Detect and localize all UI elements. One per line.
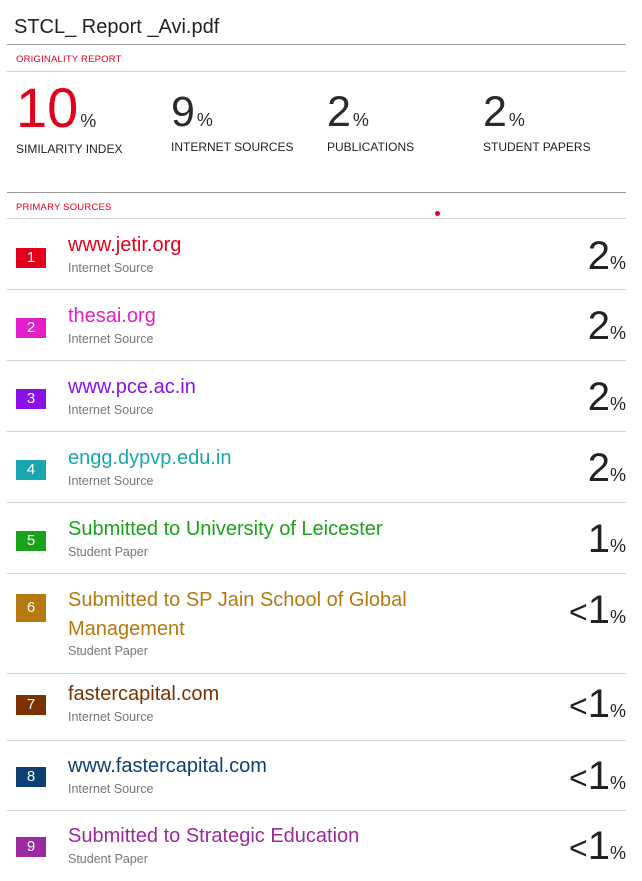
stat-similarity-index: 10% SIMILARITY INDEX [16, 80, 123, 157]
row-divider [7, 502, 626, 503]
similarity-index-unit: % [80, 111, 97, 131]
source-percentage: 2% [587, 446, 626, 490]
source-row: 9 Submitted to Strategic Education Stude… [0, 811, 642, 881]
source-rank-badge: 8 [16, 767, 46, 787]
source-row: 3 www.pce.ac.in Internet Source 2% [0, 361, 642, 432]
row-divider [7, 673, 626, 674]
source-name: thesai.org [68, 305, 156, 327]
source-type: Internet Source [68, 403, 154, 417]
similarity-index-label: SIMILARITY INDEX [16, 142, 123, 156]
source-percentage: <1% [569, 824, 626, 868]
source-type: Student Paper [68, 852, 148, 866]
internet-sources-value: 9 [171, 88, 195, 136]
internet-sources-label: INTERNET SOURCES [171, 140, 294, 154]
primary-sources-divider [7, 218, 626, 219]
source-percentage: 1% [587, 517, 626, 561]
source-name: www.jetir.org [68, 234, 182, 256]
source-row: 4 engg.dypvp.edu.in Internet Source 2% [0, 432, 642, 503]
source-percentage: 2% [587, 234, 626, 278]
primary-sources-heading: PRIMARY SOURCES [16, 202, 112, 213]
row-divider [7, 740, 626, 741]
source-rank-badge: 1 [16, 248, 46, 268]
source-name: Submitted to University of Leicester [68, 518, 383, 540]
document-title: STCL_ Report _Avi.pdf [14, 16, 220, 38]
source-row: 8 www.fastercapital.com Internet Source … [0, 740, 642, 811]
originality-divider [7, 71, 626, 72]
publications-unit: % [352, 110, 369, 130]
source-percentage: 2% [587, 304, 626, 348]
header-divider [7, 44, 626, 45]
source-row: 7 fastercapital.com Internet Source <1% [0, 674, 642, 741]
source-rank-badge: 9 [16, 837, 46, 857]
source-percentage: <1% [569, 754, 626, 798]
student-papers-value: 2 [483, 88, 507, 136]
stat-publications: 2% PUBLICATIONS [327, 90, 414, 154]
source-rank-badge: 6 [16, 594, 46, 622]
row-divider [7, 289, 626, 290]
source-rank-badge: 7 [16, 695, 46, 715]
source-type: Student Paper [68, 644, 148, 658]
source-rank-badge: 5 [16, 531, 46, 551]
source-rank-badge: 2 [16, 318, 46, 338]
source-percentage: 2% [587, 375, 626, 419]
source-row: 5 Submitted to University of Leicester S… [0, 503, 642, 574]
source-percentage: <1% [569, 682, 626, 726]
publications-label: PUBLICATIONS [327, 140, 415, 154]
source-type: Internet Source [68, 782, 154, 796]
similarity-index-value: 10 [16, 76, 79, 139]
source-type: Internet Source [68, 474, 154, 488]
source-type: Internet Source [68, 332, 154, 346]
row-divider [7, 360, 626, 361]
source-rank-badge: 4 [16, 460, 46, 480]
originality-stats: 10% SIMILARITY INDEX 9% INTERNET SOURCES… [0, 80, 642, 170]
originality-report-heading: ORIGINALITY REPORT [16, 54, 122, 65]
source-type: Internet Source [68, 261, 154, 275]
source-name: www.fastercapital.com [68, 755, 267, 777]
stat-student-papers: 2% STUDENT PAPERS [483, 90, 591, 154]
source-row: 2 thesai.org Internet Source 2% [0, 290, 642, 361]
source-type: Student Paper [68, 545, 148, 559]
marker-dot [435, 211, 440, 216]
source-name-continued: Management [68, 618, 185, 640]
source-rank-badge: 3 [16, 389, 46, 409]
source-name: www.pce.ac.in [68, 376, 196, 398]
student-papers-label: STUDENT PAPERS [483, 140, 591, 154]
row-divider [7, 810, 626, 811]
source-name: fastercapital.com [68, 683, 220, 705]
internet-sources-unit: % [196, 110, 213, 130]
publications-value: 2 [327, 88, 351, 136]
source-name: engg.dypvp.edu.in [68, 447, 232, 469]
source-type: Internet Source [68, 710, 154, 724]
student-papers-unit: % [508, 110, 525, 130]
source-row: 6 Submitted to SP Jain School of Global … [0, 574, 642, 674]
stats-divider [7, 192, 626, 193]
row-divider [7, 573, 626, 574]
source-name: Submitted to Strategic Education [68, 825, 360, 847]
source-percentage: <1% [569, 588, 626, 632]
source-name: Submitted to SP Jain School of Global [68, 589, 407, 611]
row-divider [7, 431, 626, 432]
source-row: 1 www.jetir.org Internet Source 2% [0, 220, 642, 290]
stat-internet-sources: 9% INTERNET SOURCES [171, 90, 293, 154]
